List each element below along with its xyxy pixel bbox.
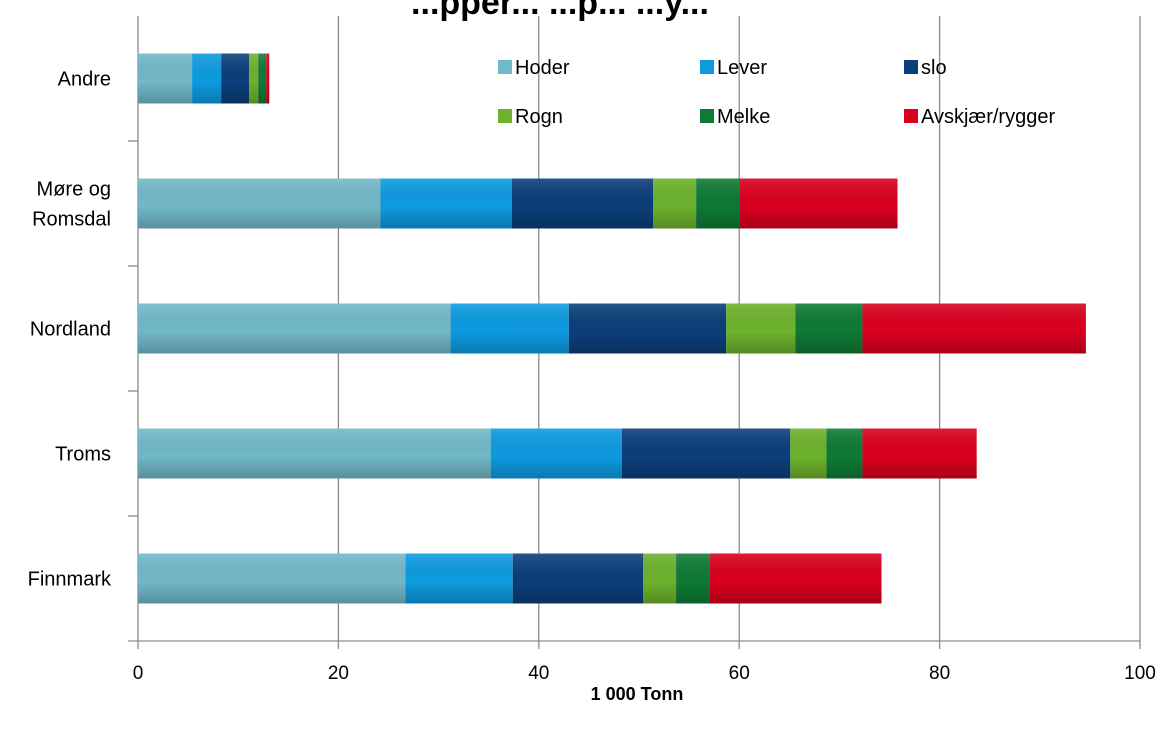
chart-title: ...pper... ...p... ...y...: [411, 0, 709, 22]
x-tick-label-40: 40: [528, 663, 549, 684]
bar-shading-troms: [138, 428, 977, 479]
category-label-line: Finnmark: [28, 569, 112, 591]
bar-shading-finnmark: [138, 553, 882, 604]
legend-label-hoder: Hoder: [515, 57, 570, 79]
category-label-finnmark: Finnmark: [28, 569, 112, 591]
category-label-line: Møre og: [37, 179, 111, 201]
category-label-nordland: Nordland: [30, 319, 111, 341]
x-axis-title: 1 000 Tonn: [591, 684, 684, 704]
legend-swatch-slo: [904, 60, 918, 74]
bars: [138, 53, 1086, 604]
category-label-andre: Andre: [58, 69, 111, 91]
x-tick-labels: 0 20 40 60 80 100: [133, 663, 1156, 684]
category-labels: Finnmark Troms Nordland Møre og Romsdal Andre: [28, 69, 112, 591]
legend-swatch-melke: [700, 109, 714, 123]
x-tick-label-80: 80: [929, 663, 950, 684]
category-label-more-og-romsdal: Møre og Romsdal: [32, 179, 111, 231]
legend-swatch-avskjaer-rygger: [904, 109, 918, 123]
legend-label-slo: slo: [921, 57, 947, 79]
category-label-line: Nordland: [30, 319, 111, 341]
x-tick-label-100: 100: [1124, 663, 1156, 684]
legend: Hoder Lever slo Rogn Melke Avskjær/rygger: [498, 57, 1055, 128]
legend-swatch-lever: [700, 60, 714, 74]
bar-shading-andre: [138, 53, 270, 104]
legend-label-rogn: Rogn: [515, 106, 563, 128]
legend-swatch-hoder: [498, 60, 512, 74]
legend-label-avskjaer-rygger: Avskjær/rygger: [921, 106, 1055, 128]
bar-shading-more-og-romsdal: [138, 178, 898, 229]
category-label-troms: Troms: [55, 444, 111, 466]
legend-swatch-rogn: [498, 109, 512, 123]
bar-shading-nordland: [138, 303, 1086, 354]
legend-label-melke: Melke: [717, 106, 770, 128]
category-label-line: Troms: [55, 444, 111, 466]
category-label-line: Andre: [58, 69, 111, 91]
x-tick-label-60: 60: [729, 663, 750, 684]
category-label-line: Romsdal: [32, 209, 111, 231]
legend-label-lever: Lever: [717, 57, 767, 79]
x-tick-label-0: 0: [133, 663, 144, 684]
x-tick-label-20: 20: [328, 663, 349, 684]
